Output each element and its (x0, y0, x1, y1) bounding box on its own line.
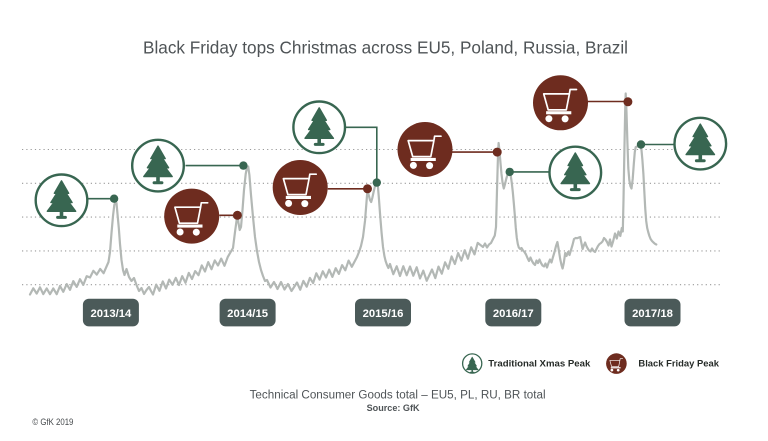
svg-text:2015/16: 2015/16 (363, 308, 404, 320)
svg-text:2017/18: 2017/18 (632, 308, 673, 320)
svg-text:Black Friday tops Christmas ac: Black Friday tops Christmas across EU5, … (143, 38, 628, 58)
svg-text:Black Friday Peak: Black Friday Peak (638, 359, 719, 370)
svg-text:Traditional Xmas Peak: Traditional Xmas Peak (488, 359, 591, 370)
svg-text:Source: GfK: Source: GfK (367, 402, 420, 413)
svg-text:2016/17: 2016/17 (493, 308, 534, 320)
svg-text:2014/15: 2014/15 (227, 308, 268, 320)
svg-text:2013/14: 2013/14 (90, 308, 132, 320)
svg-text:© GfK 2019: © GfK 2019 (32, 417, 73, 427)
svg-text:Technical Consumer Goods total: Technical Consumer Goods total – EU5, PL… (250, 389, 546, 401)
